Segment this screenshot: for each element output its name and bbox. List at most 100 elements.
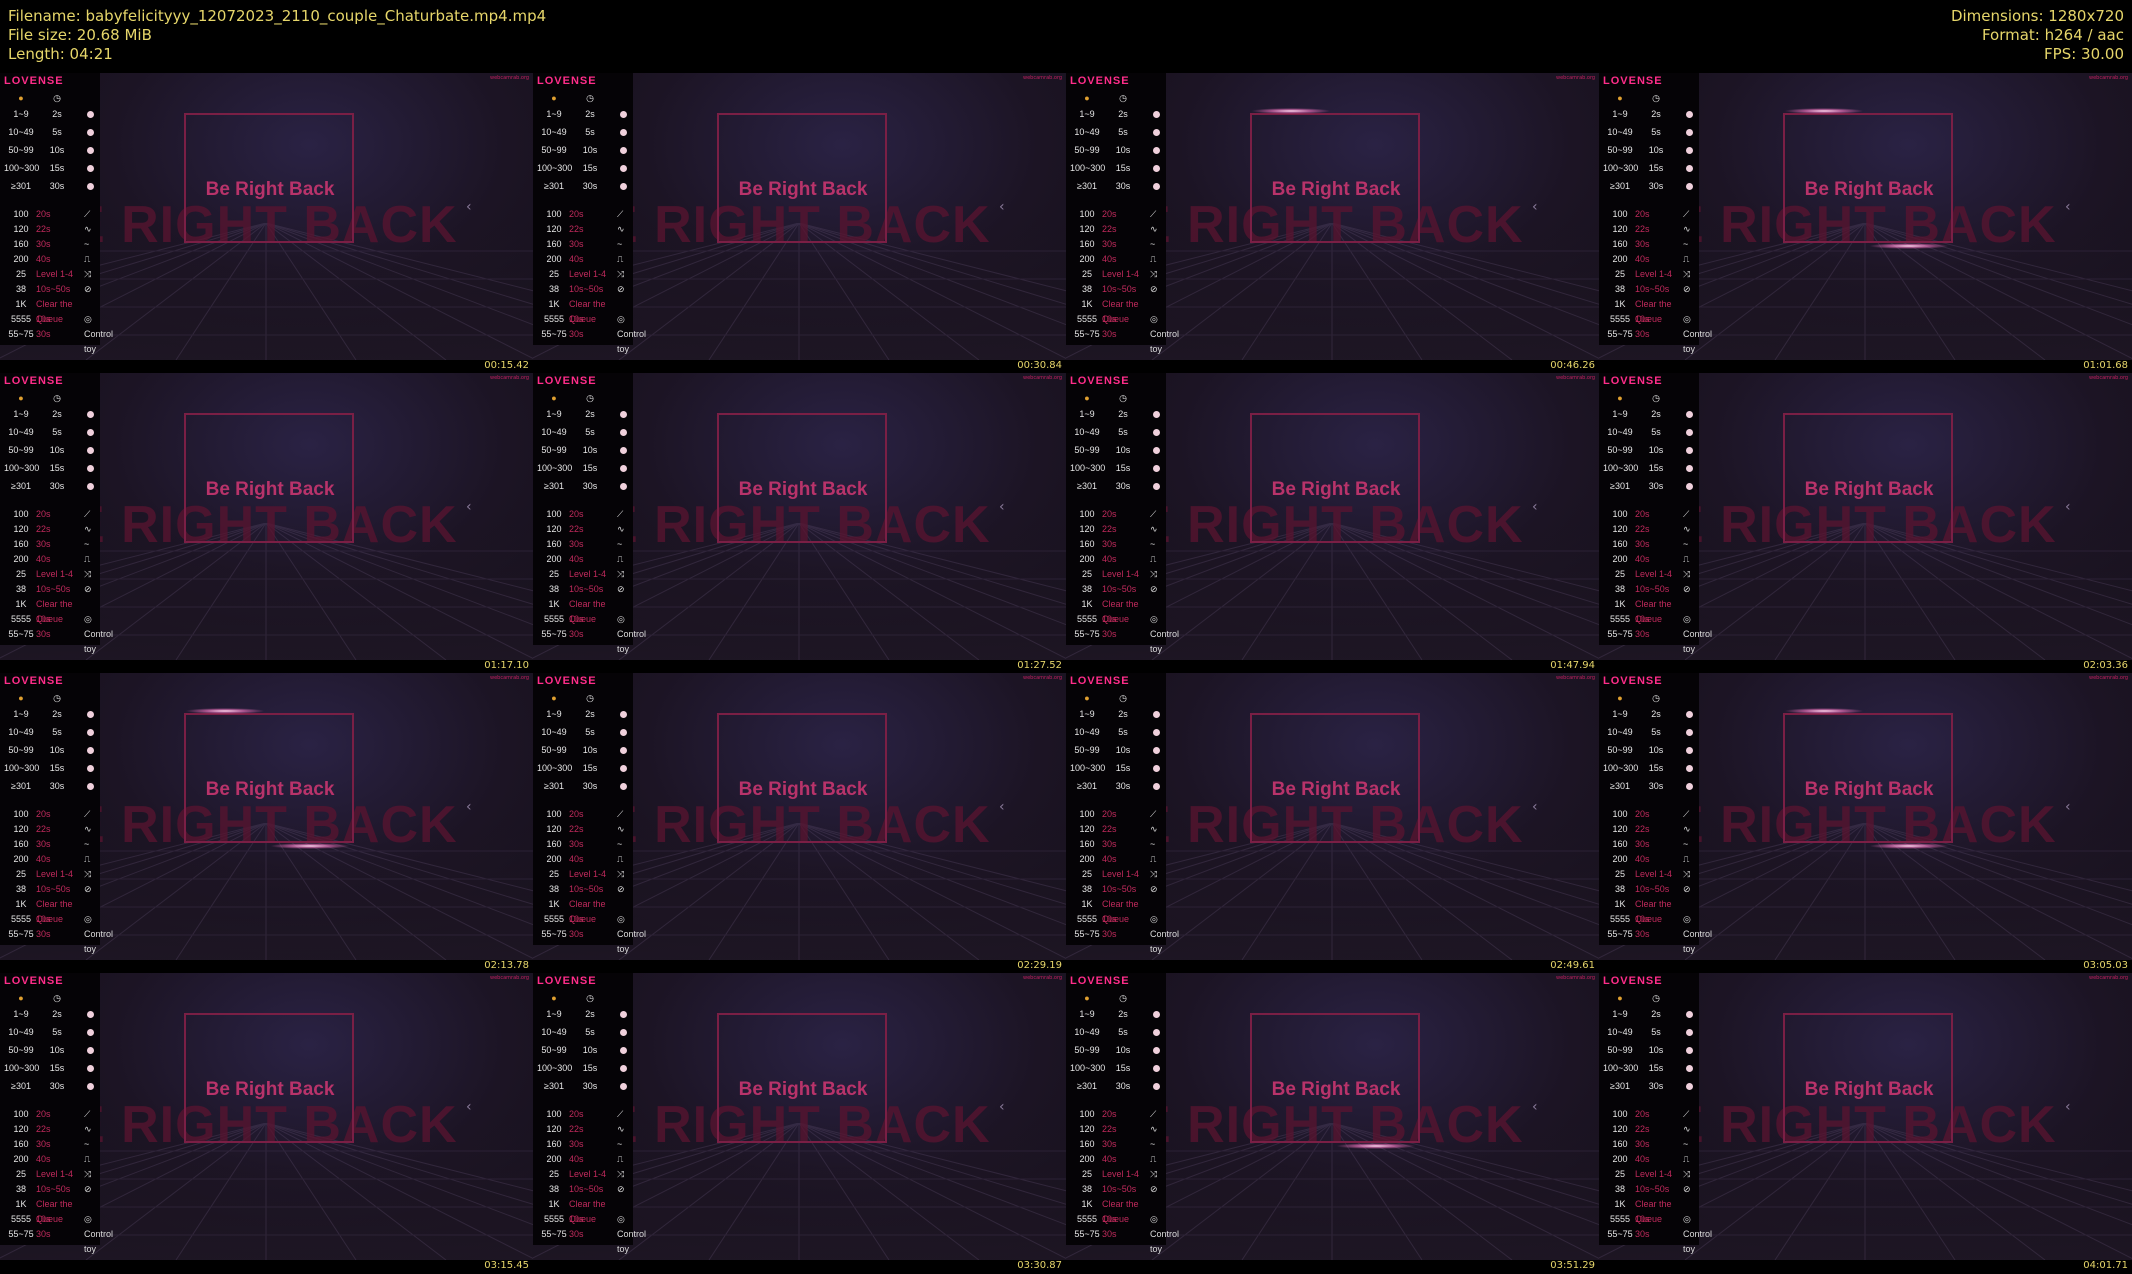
vibe-dot-icon [617,107,629,122]
tip-level-row: 50~99 10s [0,143,100,158]
tip-duration: 30s [49,481,65,491]
vibe-dot-icon [1150,1061,1162,1076]
vibe-dot-icon [1683,407,1695,422]
pattern-wave-icon: ~ [84,839,90,849]
pattern-wave-icon: Control toy [1683,1229,1713,1254]
special-command-row: 120 22s ∿ [0,1122,100,1137]
special-amount: 120 [13,1124,29,1134]
tip-level-row: 1~9 2s [1066,707,1166,722]
special-amount: 38 [1081,884,1092,894]
header-right: Dimensions: 1280x720 Format: h264 / aac … [1951,7,2124,64]
tip-menu-icons-row: ● ◷ [1599,91,1699,106]
special-command-row: 100 20s ⟋ [1599,807,1699,822]
thumbnail-timestamp: 01:47.94 [1550,660,1595,671]
special-command-row: 25 Level 1-4 ⤨ [1599,567,1699,582]
special-effect: 30s [1102,539,1117,549]
special-effect: 10s [569,314,584,324]
thumbnail-frame: E RIGHT BACK Be Right Back ‹ webcamrab.org L… [1066,673,1599,973]
tip-duration: 10s [49,445,65,455]
special-command-row: 38 10s~50s ⊘ [0,1182,100,1197]
special-command-row: 100 20s ⟋ [0,507,100,522]
special-command-row: 120 22s ∿ [533,822,633,837]
special-effect: Clear the Queue [1102,599,1139,624]
pattern-wave-icon: Control toy [1683,929,1713,954]
special-command-row: 55~75 30s Control toy [0,627,113,654]
tip-level-row: 100~300 15s [0,761,100,776]
special-amount: 55~75 [1607,1229,1633,1239]
tip-range: 10~49 [1074,727,1100,737]
tip-range: 100~300 [1070,1063,1106,1073]
special-amount: 120 [1079,824,1095,834]
tip-duration: 10s [1115,1045,1131,1055]
special-effect: 30s [569,239,584,249]
special-command-row: 1K Clear the Queue [533,597,633,624]
special-effect: 10s [36,314,51,324]
background-text: E RIGHT BACK [1136,1096,1524,1154]
special-amount: 120 [546,1124,562,1134]
tip-duration: 5s [1651,427,1661,437]
vibe-dot-icon [1150,743,1162,758]
tip-range: ≥301 [544,181,564,191]
special-command-row: 160 30s ~ [1599,1137,1699,1152]
pattern-wave-icon: ⊘ [1683,284,1691,294]
coin-icon: ● [1617,693,1623,703]
thumbnail-grid: E RIGHT BACK Be Right Back ‹ webcamrab.org L… [0,73,2132,1273]
tip-duration: 10s [49,145,65,155]
special-effect: 10s~50s [1102,1184,1137,1194]
vibe-dot-icon [84,161,96,176]
be-right-back-label: Be Right Back [738,1079,868,1100]
lovense-tip-menu: LOVENSE ● ◷ 1~9 2s 10~49 5s 50~99 10s 100~300 15s ≥… [1599,73,1712,354]
special-command-row: 38 10s~50s ⊘ [533,1182,633,1197]
light-flare [1869,843,1949,849]
vibe-dot-icon [1683,479,1695,494]
special-effect: Level 1-4 [569,269,607,279]
timer-icon: ◷ [1652,993,1660,1003]
vibe-dot-icon [84,1007,96,1022]
special-amount: 25 [15,569,26,579]
be-right-back-label: Be Right Back [205,779,335,800]
special-effect: 22s [1102,1124,1117,1134]
vibe-dot-icon [1150,1025,1162,1040]
thumbnail-timestamp: 03:51.29 [1550,1260,1595,1271]
special-effect: 40s [36,554,51,564]
special-amount: 200 [546,254,562,264]
tip-level-row: 1~9 2s [1066,407,1166,422]
special-effect: Level 1-4 [36,1169,74,1179]
special-effect: 20s [36,209,51,219]
light-flare [270,843,350,849]
tip-range: 100~300 [4,163,40,173]
thumbnail-timestamp: 03:05.03 [2083,960,2128,971]
special-command-row: 5555 10s ◎ [1599,312,1699,327]
special-amount: 120 [546,224,562,234]
special-command-row: 120 22s ∿ [533,222,633,237]
special-command-row: 1K Clear the Queue [1599,897,1699,924]
tip-range: 100~300 [537,763,573,773]
pattern-wave-icon: ⊘ [84,284,92,294]
tip-level-row: 100~300 15s [1599,1061,1699,1076]
special-amount: 25 [15,1169,26,1179]
tip-duration: 30s [1115,181,1131,191]
special-command-row: 55~75 30s Control toy [533,927,646,954]
pink-frame-box [1250,413,1420,543]
special-amount: 38 [1081,284,1092,294]
special-effect: 30s [36,839,51,849]
pattern-wave-icon: ∿ [84,524,92,534]
special-amount: 38 [15,584,26,594]
background-text: E RIGHT BACK [70,1096,458,1154]
special-amount: 160 [1079,1139,1095,1149]
tip-range: 100~300 [1070,763,1106,773]
pink-frame-box [1783,1013,1953,1143]
special-command-row: 120 22s ∿ [1066,522,1166,537]
special-effect: 22s [569,224,584,234]
vibe-dot-icon [1150,479,1162,494]
special-effect: 40s [36,854,51,864]
tip-duration: 2s [52,109,62,119]
lovense-logo: LOVENSE [1070,375,1130,387]
tip-level-row: 100~300 15s [533,761,633,776]
timer-icon: ◷ [1652,693,1660,703]
lovense-logo: LOVENSE [537,975,597,987]
tip-duration: 2s [1118,109,1128,119]
special-amount: 55~75 [8,629,34,639]
special-amount: 100 [546,209,562,219]
special-effect: 10s~50s [1635,584,1670,594]
